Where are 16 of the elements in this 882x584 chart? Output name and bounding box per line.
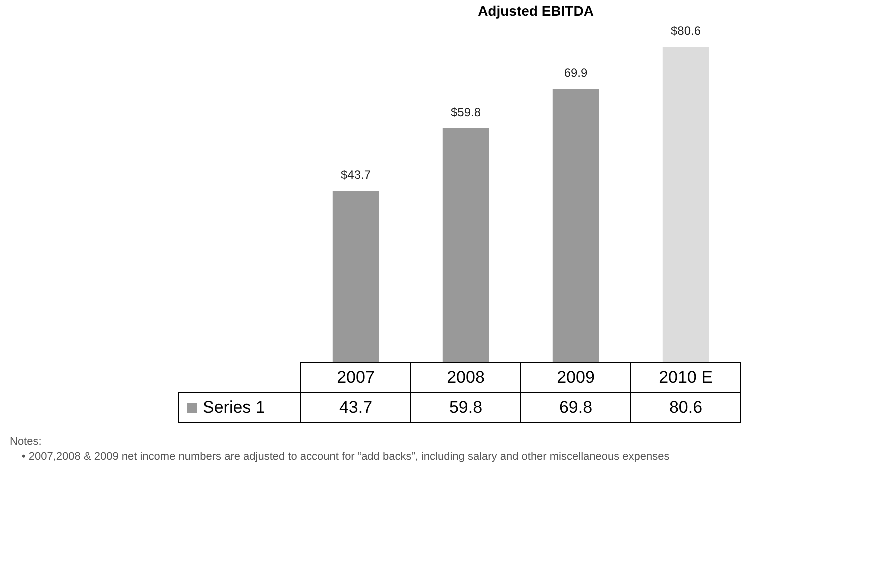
- text: $80.6: [670, 24, 702, 38]
- chart-title: Adjusted EBITDA: [478, 3, 594, 19]
- x-tick-label: 2008: [447, 368, 485, 387]
- text: 69.9: [564, 66, 588, 80]
- x-tick-label: 2009: [557, 368, 595, 387]
- data-label: 59.8: [449, 398, 483, 417]
- text: • 2007,2008 & 2009 net income numbers are adjusted to account for “add backs”, including salary and other miscellaneous expenses: [21, 450, 671, 465]
- text: $59.8: [450, 105, 482, 120]
- legend-label: Series 1: [203, 398, 266, 417]
- x-tick-label: 2007: [337, 368, 375, 387]
- data-label: 43.7: [339, 398, 373, 417]
- x-tick-label: 2010 E: [659, 368, 713, 387]
- data-label: 69.8: [559, 398, 593, 417]
- text: Notes:: [10, 435, 43, 450]
- text: $43.7: [340, 168, 372, 182]
- data-label: 80.6: [669, 398, 703, 417]
